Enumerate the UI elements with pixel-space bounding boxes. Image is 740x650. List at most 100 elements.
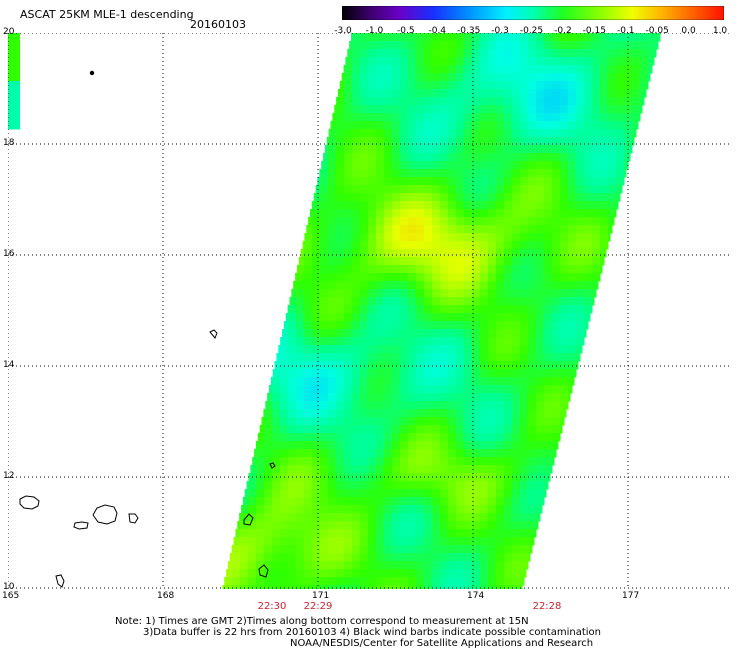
swath-cell: [360, 233, 369, 242]
swath-cell: [472, 569, 481, 578]
swath-cell: [528, 57, 537, 66]
swath-cell: [320, 569, 329, 578]
swath-cell: [592, 177, 601, 186]
swath-cell: [328, 321, 337, 330]
swath-cell: [360, 281, 369, 290]
swath-cell: [512, 577, 521, 586]
swath-cell: [448, 129, 457, 138]
swath-cell: [285, 313, 289, 322]
swath-cell: [528, 401, 537, 410]
swath-cell: [400, 185, 409, 194]
swath-cell: [256, 457, 265, 466]
swath-cell: [416, 49, 425, 58]
swath-cell: [496, 409, 505, 418]
swath-cell: [416, 329, 425, 338]
swath-cell: [552, 369, 561, 378]
swath-cell: [344, 369, 353, 378]
swath-cell: [496, 201, 505, 210]
swath-cell: [392, 497, 401, 506]
swath-cell: [608, 225, 613, 234]
swath-cell: [328, 353, 337, 362]
swath-cell: [592, 105, 601, 114]
swath-cell: [480, 57, 489, 66]
swath-cell: [456, 137, 465, 146]
swath-cell: [552, 385, 561, 394]
swath-cell: [456, 33, 465, 42]
swath-cell: [280, 553, 289, 562]
swath-cell: [424, 505, 433, 514]
swath-cell: [528, 297, 537, 306]
swath-cell: [328, 361, 337, 370]
swath-cell: [456, 73, 465, 82]
swath-cell: [488, 105, 497, 114]
swath-cell: [400, 273, 409, 282]
swath-cell: [280, 409, 289, 418]
swath-cell: [280, 497, 289, 506]
swath-cell: [408, 425, 417, 434]
swath-cell: [416, 281, 425, 290]
swath-cell: [328, 329, 337, 338]
swath-cell: [448, 161, 457, 170]
swath-cell: [352, 425, 361, 434]
swath-cell: [464, 345, 473, 354]
swath-cell: [320, 169, 329, 178]
swath-cell: [456, 537, 465, 546]
swath-cell: [440, 265, 449, 274]
swath-cell: [528, 465, 537, 474]
swath-cell: [376, 577, 385, 586]
swath-cell: [360, 257, 369, 266]
swath-cell: [320, 297, 329, 306]
swath-cell: [336, 273, 345, 282]
swath-cell: [432, 321, 441, 330]
swath-cell: [560, 249, 569, 258]
swath-cell: [504, 217, 513, 226]
swath-cell: [392, 321, 401, 330]
swath-cell: [288, 505, 297, 514]
swath-cell: [504, 297, 513, 306]
swath-cell: [528, 49, 537, 58]
swath-cell: [496, 209, 505, 218]
swath-cell: [352, 289, 361, 298]
swath-cell: [237, 521, 241, 530]
swath-cell: [592, 137, 601, 146]
swath-cell: [336, 121, 345, 130]
swath-cell: [384, 321, 393, 330]
swath-cell: [512, 449, 521, 458]
swath-cell: [344, 513, 353, 522]
swath-cell: [312, 321, 321, 330]
swath-cell: [568, 209, 577, 218]
swath-cell: [504, 193, 513, 202]
swath-cell: [272, 401, 281, 410]
swath-cell: [480, 193, 489, 202]
swath-cell: [328, 569, 337, 578]
swath-cell: [456, 345, 465, 354]
swath-cell: [512, 57, 521, 66]
swath-cell: [472, 49, 481, 58]
swath-cell: [520, 177, 529, 186]
swath-cell: [376, 81, 385, 90]
time-label-3: 22:28: [532, 601, 562, 612]
swath-cell: [376, 281, 385, 290]
swath-cell: [304, 345, 313, 354]
island-outline: [209, 329, 218, 339]
swath-cell: [576, 41, 585, 50]
swath-cell: [360, 177, 369, 186]
swath-cell: [304, 481, 313, 490]
swath-cell: [229, 553, 233, 562]
swath-cell: [456, 97, 465, 106]
swath-cell: [512, 585, 521, 589]
swath-cell: [328, 241, 337, 250]
swath-cell: [392, 257, 401, 266]
swath-cell: [496, 465, 505, 474]
swath-cell: [272, 553, 281, 562]
swath-cell: [456, 313, 465, 322]
swath-cell: [368, 577, 377, 586]
swath-cell: [424, 81, 433, 90]
swath-cell: [520, 49, 529, 58]
swath-cell: [496, 337, 505, 346]
swath-cell: [336, 553, 345, 562]
edge-swath-cell: [8, 41, 20, 50]
swath-cell: [480, 401, 489, 410]
swath-cell: [520, 481, 529, 490]
swath-cell: [584, 129, 593, 138]
